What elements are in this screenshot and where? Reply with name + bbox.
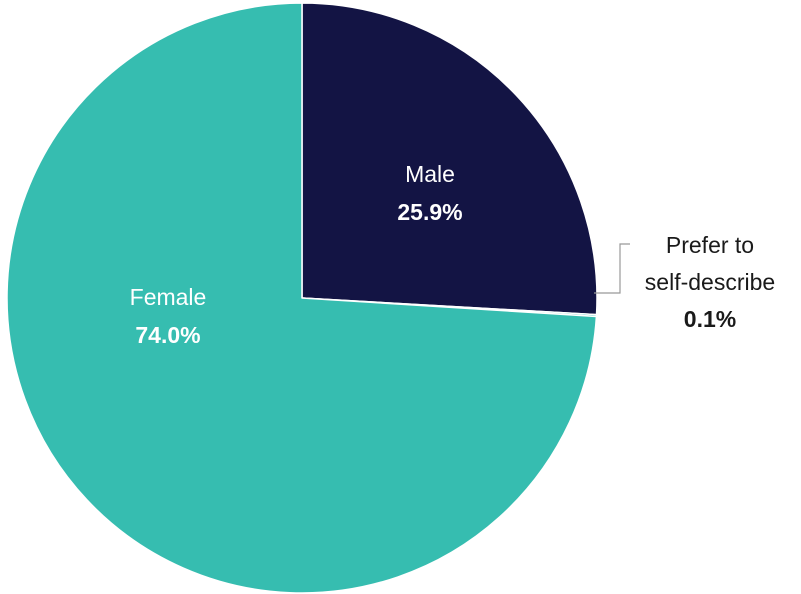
leader-line bbox=[594, 243, 630, 294]
pie-slice-male bbox=[301, 2, 598, 316]
slice-value-self-describe: 0.1% bbox=[684, 306, 736, 332]
slice-value-female: 74.0% bbox=[135, 322, 200, 348]
slice-value-male: 25.9% bbox=[397, 199, 462, 225]
slice-label-self-describe-line1: Prefer to bbox=[666, 232, 754, 258]
pie-slices bbox=[6, 2, 598, 594]
pie-slice-female bbox=[6, 2, 598, 594]
slice-label-female: Female bbox=[130, 284, 207, 310]
slice-label-male: Male bbox=[405, 161, 455, 187]
slice-label-self-describe-line2: self-describe bbox=[645, 269, 775, 295]
